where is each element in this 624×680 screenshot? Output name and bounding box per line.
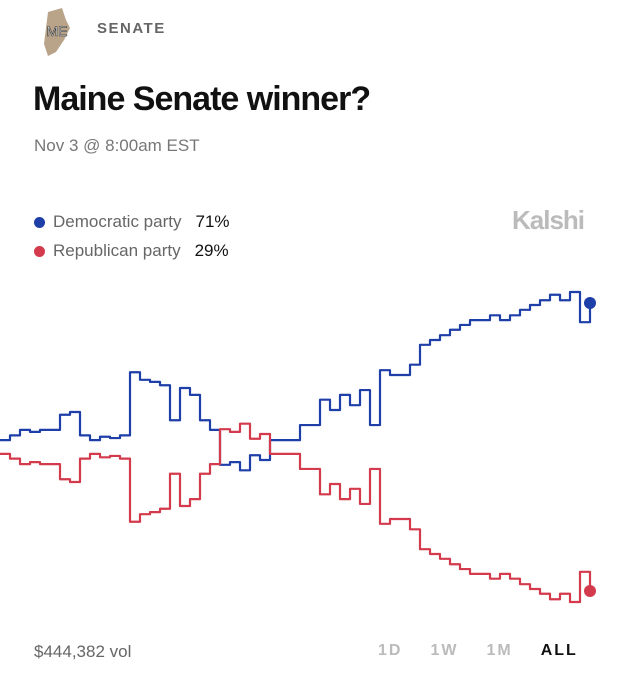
subtitle: Nov 3 @ 8:00am EST [34,136,200,155]
end-dot [584,296,596,309]
end-dot [584,585,596,598]
legend-item: Democratic party 71% [34,212,230,232]
series-line [0,422,592,604]
legend-label: Democratic party [53,212,182,231]
legend-swatch [34,245,45,257]
title: Maine Senate winner? [33,80,371,118]
legend-label: Republican party [53,241,181,260]
range-button[interactable]: 1M [486,642,513,659]
brand: Kalshi [512,205,585,235]
range-button[interactable]: ALL [540,642,578,659]
state-icon [44,8,70,56]
category: SENATE [97,20,166,37]
range-button[interactable]: 1W [430,642,459,659]
series-line [0,290,592,472]
range-selector: 1D 1W 1M ALL [378,642,578,660]
range-button[interactable]: 1D [378,642,403,659]
volume: $444,382 vol [34,642,132,661]
legend-swatch [34,216,45,228]
legend-item: Republican party 29% [34,241,229,261]
legend-value: 29% [194,241,229,260]
legend-value: 71% [195,212,230,231]
state-badge: ME [47,23,68,39]
